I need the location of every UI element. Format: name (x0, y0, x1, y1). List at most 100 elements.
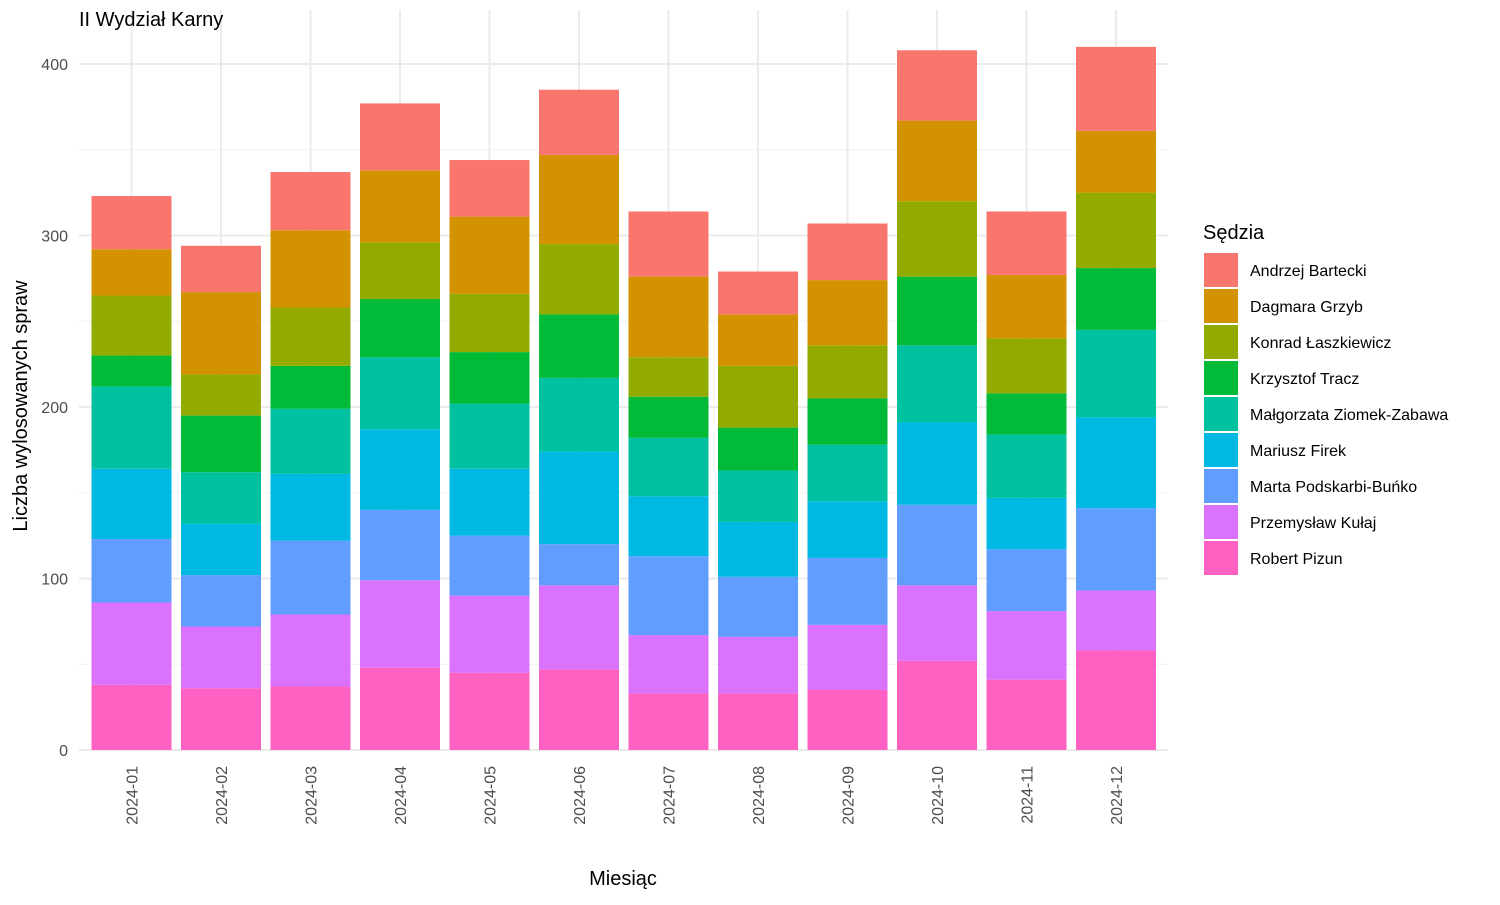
bar-segment (91, 386, 172, 469)
bar-segment (986, 679, 1067, 750)
bar-segment (628, 693, 709, 750)
legend-title: Sędzia (1203, 222, 1265, 244)
chart-title: II Wydział Karny (79, 9, 223, 31)
bar-segment (181, 292, 261, 375)
bar-segment (539, 544, 619, 586)
y-axis: 0 100 200 300 400 (41, 57, 68, 760)
bar-segment (897, 345, 977, 423)
bar-segment (897, 50, 977, 121)
bar-segment (628, 357, 709, 397)
bar-segment (1076, 192, 1156, 269)
legend-label: Marta Podskarbi-Buńko (1250, 479, 1417, 496)
bar-segment (91, 295, 172, 356)
bar-segment (360, 170, 440, 243)
bar-segment (807, 501, 888, 558)
x-tick-label: 2024-09 (841, 766, 858, 825)
legend-key (1204, 325, 1238, 359)
bar-segment (91, 684, 172, 750)
bar-segment (718, 693, 798, 750)
x-tick-label: 2024-08 (751, 766, 768, 825)
bar-segment (449, 535, 530, 596)
bar-segment (628, 396, 709, 438)
bar-segment (270, 230, 351, 308)
bar-segment (270, 686, 351, 750)
legend-key (1204, 361, 1238, 395)
legend-label: Małgorzata Ziomek-Zabawa (1250, 407, 1448, 424)
bar-segment (181, 374, 261, 416)
bar-segment (539, 669, 619, 750)
bar-segment (91, 249, 172, 296)
bar-segment (986, 338, 1067, 394)
x-tick-label: 2024-03 (304, 766, 321, 825)
bar-segment (986, 497, 1067, 550)
bar-segment (718, 365, 798, 428)
bar-segment (270, 473, 351, 541)
bar-segment (718, 521, 798, 577)
legend-label: Andrzej Bartecki (1250, 263, 1367, 280)
legend-key (1204, 469, 1238, 503)
bar-segment (1076, 130, 1156, 193)
legend-label: Krzysztof Tracz (1250, 371, 1359, 388)
bar-segment (91, 355, 172, 387)
bar-segment (270, 408, 351, 474)
bar-segment (449, 216, 530, 294)
bar-segment (360, 580, 440, 668)
y-tick-label: 0 (59, 743, 68, 760)
bar-segment (807, 557, 888, 625)
legend-label: Dagmara Grzyb (1250, 299, 1363, 316)
bar-segment (449, 293, 530, 353)
bar-segment (986, 549, 1067, 612)
bar-segment (360, 509, 440, 581)
bar-segment (270, 172, 351, 231)
bar-segment (449, 672, 530, 750)
bar-segment (270, 614, 351, 687)
bar-segment (718, 271, 798, 315)
bar-segment (897, 120, 977, 202)
bar-segment (539, 585, 619, 670)
legend-key (1204, 433, 1238, 467)
bar-segment (807, 398, 888, 445)
bar-segment (181, 245, 261, 293)
bar-segment (897, 504, 977, 586)
bar-segment (91, 539, 172, 603)
legend-key (1204, 253, 1238, 287)
bar-segment (718, 470, 798, 522)
x-axis-label: Miesiąc (589, 868, 657, 890)
bar-segment (1076, 46, 1156, 131)
bar-segment (360, 429, 440, 510)
bar-segment (1076, 508, 1156, 591)
bar-segment (807, 345, 888, 399)
bar-segment (449, 352, 530, 404)
legend: Sędzia Andrzej Bartecki Dagmara Grzyb Konr… (1203, 222, 1448, 575)
bar-segment (360, 242, 440, 299)
x-tick-label: 2024-01 (125, 766, 142, 825)
bar-segment (539, 244, 619, 315)
legend-key (1204, 289, 1238, 323)
bar-segment (91, 196, 172, 250)
bar-segment (986, 611, 1067, 680)
bar-segment (807, 280, 888, 346)
x-tick-label: 2024-11 (1020, 766, 1037, 824)
bar-segment (539, 89, 619, 155)
bar-segment (807, 624, 888, 690)
bar-segment (718, 636, 798, 694)
bars (91, 46, 1156, 750)
bar-segment (181, 415, 261, 473)
bar-segment (628, 556, 709, 636)
bar-segment (897, 422, 977, 505)
x-tick-label: 2024-05 (483, 766, 500, 825)
bar-segment (91, 602, 172, 685)
bar-segment (718, 314, 798, 366)
bar-segment (986, 393, 1067, 435)
bar-segment (807, 223, 888, 281)
bar-segment (449, 595, 530, 673)
bar-segment (270, 307, 351, 366)
legend-label: Mariusz Firek (1250, 443, 1347, 460)
bar-segment (1076, 268, 1156, 330)
bar-segment (181, 688, 261, 750)
legend-label: Robert Pizun (1250, 551, 1343, 568)
bar-segment (360, 103, 440, 171)
bar-segment (1076, 650, 1156, 750)
legend-key (1204, 541, 1238, 575)
